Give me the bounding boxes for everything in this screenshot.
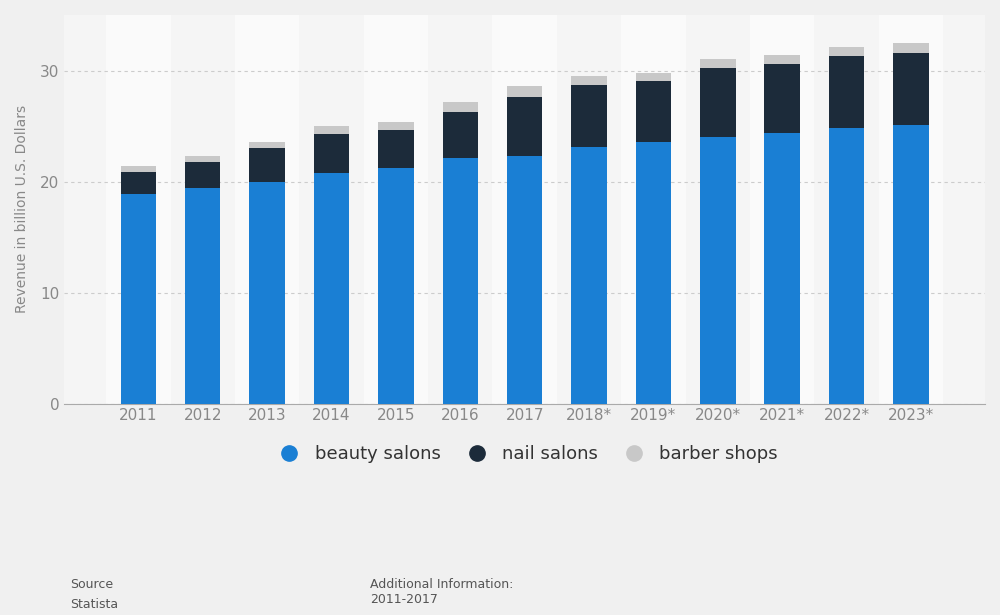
Bar [235, 15, 299, 403]
Bar [378, 122, 414, 130]
Text: 2011-2017: 2011-2017 [370, 593, 438, 606]
Bar [636, 73, 671, 81]
Bar [764, 133, 800, 403]
Bar [829, 129, 864, 403]
Bar [829, 56, 864, 129]
Bar [893, 125, 929, 403]
Bar [893, 43, 929, 53]
Bar [621, 15, 686, 403]
Bar [879, 15, 943, 403]
Bar [185, 188, 220, 403]
Bar [314, 126, 349, 134]
Bar [571, 76, 607, 85]
Bar [764, 55, 800, 64]
Bar [700, 68, 736, 137]
Bar [750, 15, 814, 403]
Bar [121, 166, 156, 172]
Bar [686, 15, 750, 403]
Bar [507, 86, 542, 97]
Bar [507, 156, 542, 403]
Bar [249, 181, 285, 403]
Bar [121, 194, 156, 403]
Bar [249, 148, 285, 181]
Bar [314, 173, 349, 403]
Text: Source
Statista
© Statista 2019: Source Statista © Statista 2019 [70, 578, 170, 615]
Bar [700, 60, 736, 68]
Bar [299, 15, 364, 403]
Y-axis label: Revenue in billion U.S. Dollars: Revenue in billion U.S. Dollars [15, 105, 29, 314]
Bar [378, 130, 414, 169]
Bar [443, 158, 478, 403]
Bar [171, 15, 235, 403]
Bar [507, 97, 542, 156]
Bar [571, 147, 607, 403]
Bar [249, 141, 285, 148]
Bar [378, 169, 414, 403]
Bar [636, 81, 671, 141]
Bar [636, 141, 671, 403]
Bar [829, 47, 864, 56]
Bar [364, 15, 428, 403]
Bar [428, 15, 492, 403]
Bar [106, 15, 171, 403]
Bar [557, 15, 621, 403]
Bar [814, 15, 879, 403]
Bar [121, 172, 156, 194]
Bar [185, 162, 220, 188]
Bar [443, 101, 478, 111]
Bar [443, 111, 478, 158]
Bar [571, 85, 607, 147]
Bar [185, 156, 220, 162]
Legend: beauty salons, nail salons, barber shops: beauty salons, nail salons, barber shops [262, 436, 787, 472]
Text: Additional Information:: Additional Information: [370, 578, 513, 591]
Bar [314, 134, 349, 173]
Bar [700, 137, 736, 403]
Bar [764, 64, 800, 133]
Bar [492, 15, 557, 403]
Bar [893, 53, 929, 125]
